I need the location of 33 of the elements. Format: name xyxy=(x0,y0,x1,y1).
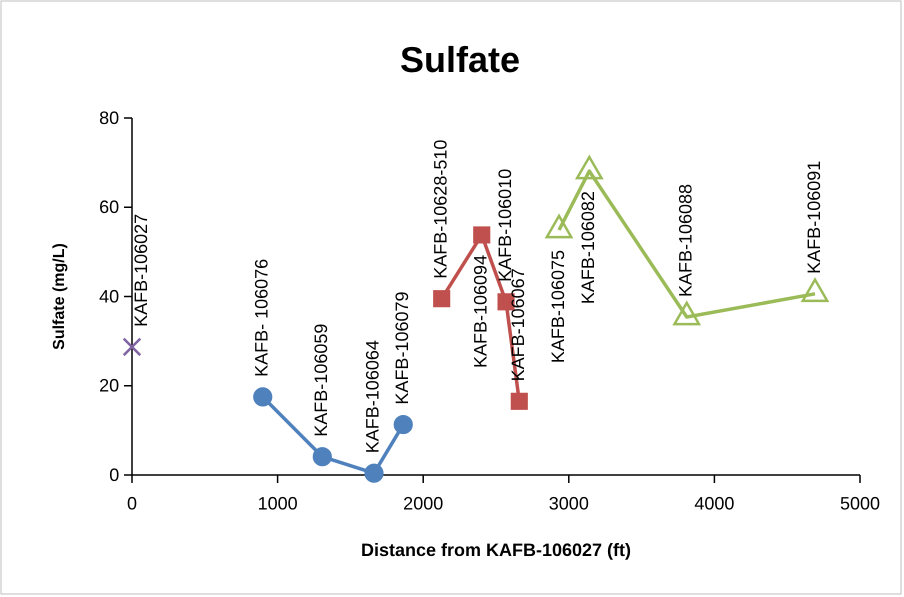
annotation: KAFB-106082 xyxy=(578,191,598,304)
annotation: KAFB-106027 xyxy=(130,214,151,327)
y-axis-title: Sulfate (mg/L) xyxy=(51,243,68,350)
x-tick-label: 0 xyxy=(126,493,138,514)
point xyxy=(576,156,603,180)
point xyxy=(122,337,142,356)
point xyxy=(364,464,384,483)
annotation: KAFB-106088 xyxy=(675,184,696,298)
annotation: KAFB-106094 xyxy=(470,254,490,368)
point xyxy=(394,414,413,434)
y-tick-label: 0 xyxy=(109,464,120,485)
annotation: KAFB-106079 xyxy=(392,291,412,405)
point xyxy=(546,214,573,238)
x-tick-label: 5000 xyxy=(840,493,880,514)
x-tick-label: 3000 xyxy=(548,493,589,514)
point xyxy=(510,392,528,410)
annotation: KAFB-106059 xyxy=(311,324,332,437)
annotation: KAFB-106091 xyxy=(804,160,824,274)
x-tick-label: 4000 xyxy=(694,493,734,514)
annotation: KAFB- 106076 xyxy=(252,258,272,377)
y-tick-label: 20 xyxy=(99,376,120,396)
y-tick-label: 40 xyxy=(99,286,120,306)
y-tick-label: 60 xyxy=(99,197,120,218)
y-tick-label: 80 xyxy=(99,108,120,128)
point xyxy=(312,447,332,466)
chart-title: Sulfate xyxy=(400,39,520,80)
x-tick-label: 1000 xyxy=(258,493,298,514)
annotation: KAFB-10628-510 xyxy=(430,140,450,279)
annotation: KAFB-106075 xyxy=(548,250,568,364)
annotation: KAFB-106064 xyxy=(362,340,383,454)
x-tick-label: 2000 xyxy=(403,493,444,514)
point xyxy=(253,387,272,406)
x-axis-title: Distance from KAFB-106027 (ft) xyxy=(360,540,632,560)
